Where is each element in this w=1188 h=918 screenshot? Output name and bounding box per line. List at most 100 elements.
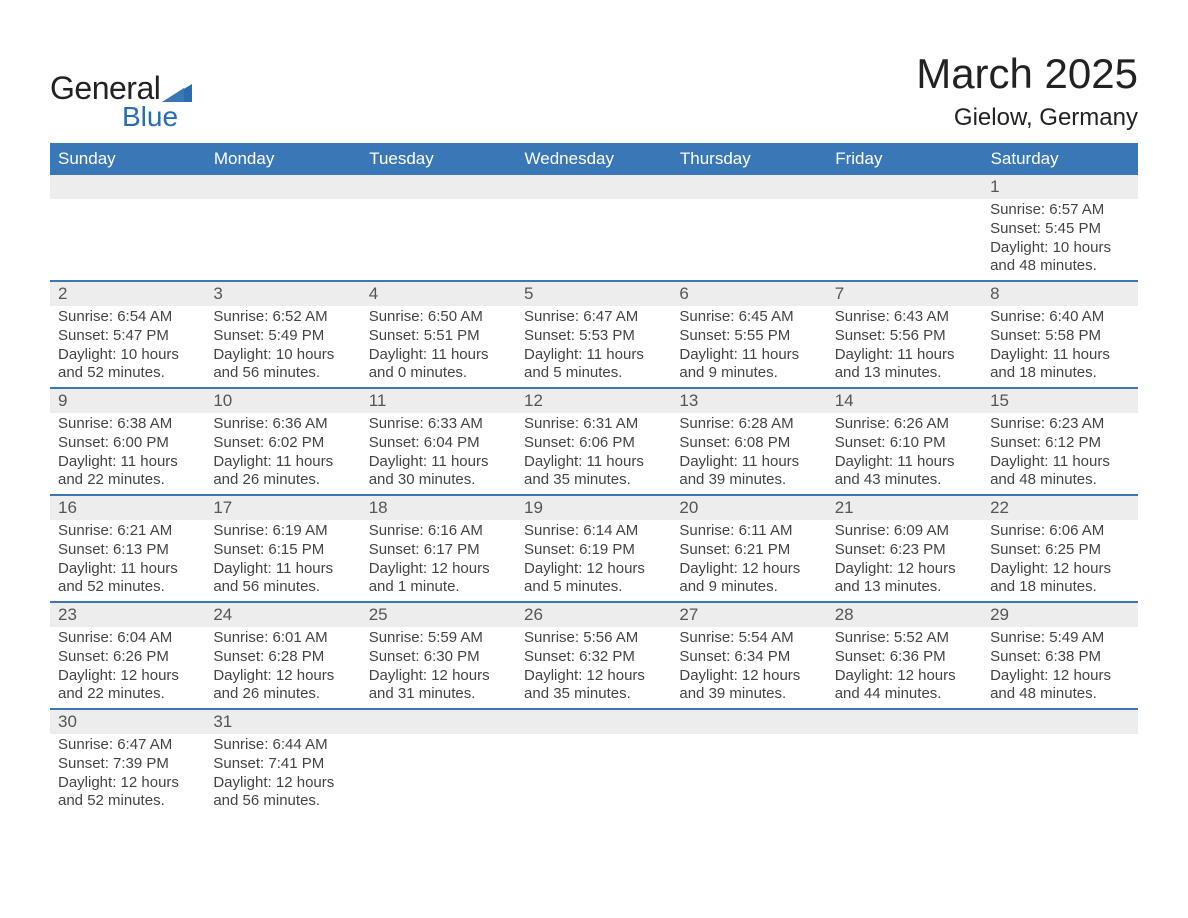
day-cell-number — [516, 175, 671, 199]
detail-row: Sunrise: 6:38 AMSunset: 6:00 PMDaylight:… — [50, 413, 1138, 495]
daylight-line: Daylight: 12 hours and 13 minutes. — [835, 560, 974, 598]
day-cell-number — [516, 709, 671, 734]
daylight-line: Daylight: 11 hours and 5 minutes. — [524, 346, 663, 384]
daylight-line: Daylight: 12 hours and 1 minute. — [369, 560, 508, 598]
day-cell-number — [827, 709, 982, 734]
sunrise-line: Sunrise: 6:31 AM — [524, 415, 663, 434]
day-number: 25 — [361, 603, 516, 627]
sunrise-line: Sunrise: 6:09 AM — [835, 522, 974, 541]
daylight-line: Daylight: 12 hours and 9 minutes. — [679, 560, 818, 598]
day-cell-detail — [361, 734, 516, 815]
day-number: 15 — [982, 389, 1137, 413]
day-number: 22 — [982, 496, 1137, 520]
day-cell-detail: Sunrise: 6:57 AMSunset: 5:45 PMDaylight:… — [982, 199, 1137, 281]
daylight-line: Daylight: 12 hours and 48 minutes. — [990, 667, 1129, 705]
sunset-line: Sunset: 7:39 PM — [58, 755, 197, 774]
daylight-line: Daylight: 11 hours and 9 minutes. — [679, 346, 818, 384]
day-cell-detail: Sunrise: 6:04 AMSunset: 6:26 PMDaylight:… — [50, 627, 205, 709]
sunset-line: Sunset: 5:56 PM — [835, 327, 974, 346]
sunset-line: Sunset: 5:47 PM — [58, 327, 197, 346]
detail-row: Sunrise: 6:57 AMSunset: 5:45 PMDaylight:… — [50, 199, 1138, 281]
day-cell-number: 1 — [982, 175, 1137, 199]
day-cell-number: 27 — [671, 602, 826, 627]
day-number: 13 — [671, 389, 826, 413]
day-cell-detail — [827, 199, 982, 281]
sunrise-line: Sunrise: 6:33 AM — [369, 415, 508, 434]
day-cell-number: 13 — [671, 388, 826, 413]
sunrise-line: Sunrise: 6:50 AM — [369, 308, 508, 327]
day-number: 14 — [827, 389, 982, 413]
day-number: 9 — [50, 389, 205, 413]
daylight-line: Daylight: 11 hours and 48 minutes. — [990, 453, 1129, 491]
sunset-line: Sunset: 7:41 PM — [213, 755, 352, 774]
day-number: 24 — [205, 603, 360, 627]
detail-row: Sunrise: 6:21 AMSunset: 6:13 PMDaylight:… — [50, 520, 1138, 602]
sunrise-line: Sunrise: 6:01 AM — [213, 629, 352, 648]
sunrise-line: Sunrise: 6:23 AM — [990, 415, 1129, 434]
sunrise-line: Sunrise: 6:28 AM — [679, 415, 818, 434]
day-cell-number: 6 — [671, 281, 826, 306]
weekday-header-row: Sunday Monday Tuesday Wednesday Thursday… — [50, 143, 1138, 175]
day-cell-detail — [671, 734, 826, 815]
daylight-line: Daylight: 12 hours and 5 minutes. — [524, 560, 663, 598]
day-number: 12 — [516, 389, 671, 413]
daylight-line: Daylight: 11 hours and 35 minutes. — [524, 453, 663, 491]
sunrise-line: Sunrise: 6:57 AM — [990, 201, 1129, 220]
day-cell-number: 29 — [982, 602, 1137, 627]
day-cell-detail: Sunrise: 6:11 AMSunset: 6:21 PMDaylight:… — [671, 520, 826, 602]
day-cell-detail: Sunrise: 6:14 AMSunset: 6:19 PMDaylight:… — [516, 520, 671, 602]
day-number: 31 — [205, 710, 360, 734]
sunset-line: Sunset: 5:58 PM — [990, 327, 1129, 346]
day-cell-number: 3 — [205, 281, 360, 306]
day-number: 19 — [516, 496, 671, 520]
detail-row: Sunrise: 6:54 AMSunset: 5:47 PMDaylight:… — [50, 306, 1138, 388]
day-cell-detail: Sunrise: 5:52 AMSunset: 6:36 PMDaylight:… — [827, 627, 982, 709]
day-cell-number: 16 — [50, 495, 205, 520]
day-number: 4 — [361, 282, 516, 306]
day-cell-detail — [516, 199, 671, 281]
day-cell-number: 17 — [205, 495, 360, 520]
sunrise-line: Sunrise: 6:11 AM — [679, 522, 818, 541]
weekday-header: Monday — [205, 143, 360, 175]
daylight-line: Daylight: 10 hours and 52 minutes. — [58, 346, 197, 384]
day-cell-detail: Sunrise: 6:54 AMSunset: 5:47 PMDaylight:… — [50, 306, 205, 388]
sunset-line: Sunset: 6:25 PM — [990, 541, 1129, 560]
sunset-line: Sunset: 5:51 PM — [369, 327, 508, 346]
sunset-line: Sunset: 6:21 PM — [679, 541, 818, 560]
day-cell-number — [205, 175, 360, 199]
day-cell-detail: Sunrise: 5:56 AMSunset: 6:32 PMDaylight:… — [516, 627, 671, 709]
daylight-line: Daylight: 12 hours and 35 minutes. — [524, 667, 663, 705]
daylight-line: Daylight: 12 hours and 52 minutes. — [58, 774, 197, 812]
sunrise-line: Sunrise: 6:21 AM — [58, 522, 197, 541]
calendar-table: Sunday Monday Tuesday Wednesday Thursday… — [50, 143, 1138, 815]
sunrise-line: Sunrise: 5:52 AM — [835, 629, 974, 648]
day-cell-detail: Sunrise: 6:38 AMSunset: 6:00 PMDaylight:… — [50, 413, 205, 495]
sunrise-line: Sunrise: 6:44 AM — [213, 736, 352, 755]
day-cell-detail — [516, 734, 671, 815]
day-cell-number: 23 — [50, 602, 205, 627]
day-cell-detail: Sunrise: 5:49 AMSunset: 6:38 PMDaylight:… — [982, 627, 1137, 709]
day-cell-detail: Sunrise: 6:47 AMSunset: 5:53 PMDaylight:… — [516, 306, 671, 388]
daylight-line: Daylight: 10 hours and 56 minutes. — [213, 346, 352, 384]
daylight-line: Daylight: 12 hours and 44 minutes. — [835, 667, 974, 705]
day-cell-detail: Sunrise: 6:50 AMSunset: 5:51 PMDaylight:… — [361, 306, 516, 388]
sunrise-line: Sunrise: 6:52 AM — [213, 308, 352, 327]
day-cell-detail: Sunrise: 5:59 AMSunset: 6:30 PMDaylight:… — [361, 627, 516, 709]
day-number: 6 — [671, 282, 826, 306]
sunset-line: Sunset: 6:34 PM — [679, 648, 818, 667]
day-cell-detail: Sunrise: 5:54 AMSunset: 6:34 PMDaylight:… — [671, 627, 826, 709]
day-cell-detail: Sunrise: 6:01 AMSunset: 6:28 PMDaylight:… — [205, 627, 360, 709]
daynum-row: 1 — [50, 175, 1138, 199]
day-cell-number: 12 — [516, 388, 671, 413]
day-number: 5 — [516, 282, 671, 306]
day-cell-number — [361, 175, 516, 199]
day-number: 3 — [205, 282, 360, 306]
day-number: 30 — [50, 710, 205, 734]
day-cell-number: 18 — [361, 495, 516, 520]
weekday-header: Tuesday — [361, 143, 516, 175]
sunset-line: Sunset: 5:45 PM — [990, 220, 1129, 239]
day-cell-number: 7 — [827, 281, 982, 306]
sunrise-line: Sunrise: 5:56 AM — [524, 629, 663, 648]
day-cell-detail: Sunrise: 6:26 AMSunset: 6:10 PMDaylight:… — [827, 413, 982, 495]
weekday-header: Friday — [827, 143, 982, 175]
